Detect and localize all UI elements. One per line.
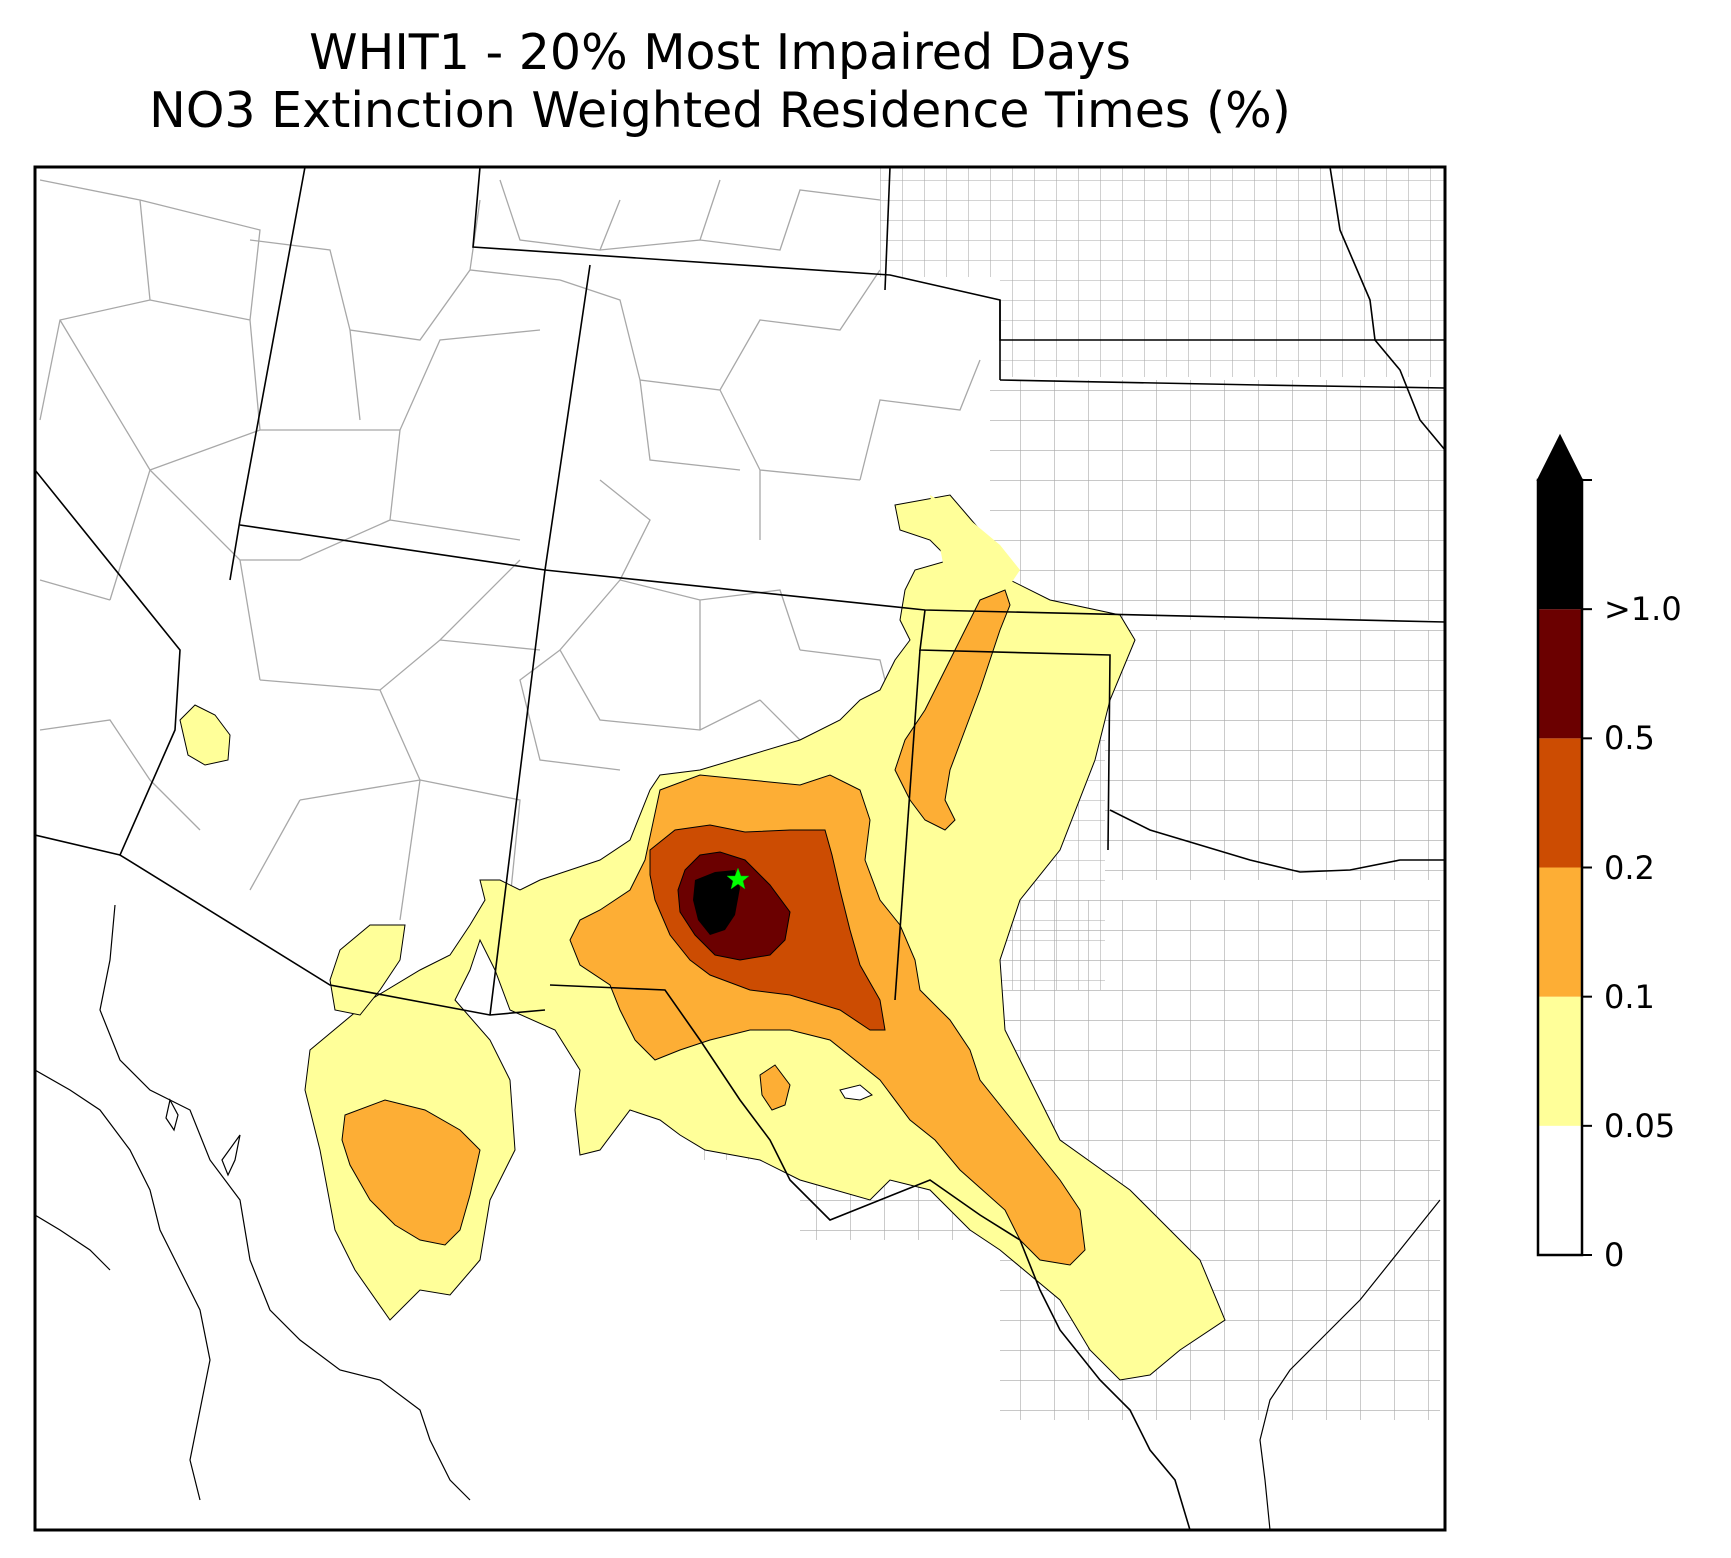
map-title: WHIT1 - 20% Most Impaired Days NO3 Extin… [0,24,1440,140]
coastline [35,904,1441,1530]
colorbar-tick-label: 0.5 [1604,719,1655,758]
colorbar-tick-label: >1.0 [1604,590,1682,629]
colorbar-tick-label: 0 [1604,1236,1625,1274]
state-boundaries [35,167,1445,1530]
site-star-marker [726,867,750,890]
contour-level-1.0 [693,870,740,935]
colorbar-tick-label: 0.2 [1604,848,1655,887]
title-line-2: NO3 Extinction Weighted Residence Times … [149,82,1291,139]
title-line-1: WHIT1 - 20% Most Impaired Days [309,24,1131,81]
map-frame [33,165,1447,1532]
colorbar-tick-label: 0.1 [1604,977,1655,1016]
colorbar-tick-label: 0.05 [1604,1106,1676,1145]
